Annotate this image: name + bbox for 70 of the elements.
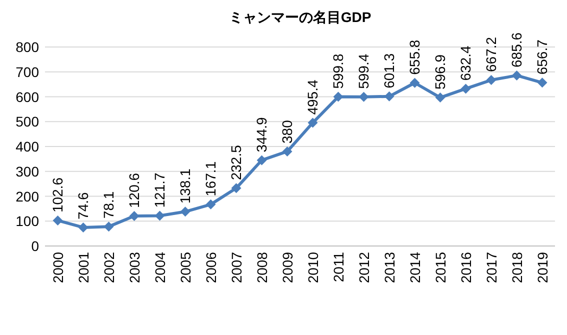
x-tick-label: 2002	[100, 252, 117, 284]
point	[384, 91, 394, 102]
data-label: 380	[279, 120, 296, 144]
x-tick-label: 2014	[406, 252, 423, 284]
x-tick-label: 2012	[356, 252, 372, 284]
y-tick-label: 700	[16, 64, 40, 80]
x-tick-label: 2008	[254, 252, 270, 284]
data-label: 74.6	[75, 192, 92, 220]
x-tick-label: 2006	[202, 252, 219, 284]
x-tick-label: 2000	[50, 252, 66, 284]
data-label: 102.6	[50, 177, 66, 212]
point	[358, 92, 369, 102]
data-label: 601.3	[381, 53, 398, 88]
data-label: 596.9	[432, 54, 448, 90]
point	[52, 215, 63, 226]
x-tick-label: 2019	[534, 252, 550, 284]
data-label: 78.1	[100, 191, 117, 219]
data-label: 495.4	[304, 80, 321, 115]
point	[537, 78, 548, 88]
data-label: 138.1	[177, 168, 194, 204]
point	[180, 206, 190, 217]
data-label: 667.2	[483, 36, 500, 72]
x-tick-label: 2009	[279, 252, 296, 284]
point	[486, 75, 496, 86]
x-tick-label: 2016	[458, 252, 474, 284]
x-tick-label: 2003	[126, 252, 142, 284]
x-tick-label: 2004	[152, 252, 168, 284]
data-label: 632.4	[458, 45, 474, 81]
y-tick-label: 600	[16, 88, 40, 105]
data-label: 167.1	[202, 161, 219, 196]
x-tick-label: 2018	[508, 252, 525, 284]
data-label: 232.5	[228, 144, 244, 180]
point	[333, 92, 344, 102]
y-tick-label: 400	[16, 138, 40, 154]
point	[512, 70, 522, 80]
y-tick-label: 100	[16, 213, 40, 230]
point	[435, 92, 446, 103]
data-label: 599.4	[356, 54, 372, 89]
point	[256, 155, 267, 166]
x-tick-label: 2010	[304, 252, 321, 284]
y-tick-label: 0	[31, 238, 40, 254]
point	[308, 118, 318, 128]
point	[282, 146, 292, 156]
y-tick-label: 800	[16, 39, 40, 55]
chart-title: ミャンマーの名目GDP	[228, 9, 372, 25]
data-label: 656.7	[534, 39, 550, 75]
point	[78, 222, 88, 232]
x-tick-label: 2013	[381, 252, 398, 284]
y-tick-label: 300	[16, 163, 40, 180]
data-label: 120.6	[126, 172, 142, 208]
x-tick-label: 2011	[330, 252, 346, 282]
data-label: 344.9	[254, 116, 270, 152]
x-tick-label: 2015	[432, 252, 448, 284]
x-tick-label: 2017	[483, 252, 500, 284]
data-label: 655.8	[406, 40, 423, 75]
point	[231, 183, 242, 194]
data-label: 121.7	[152, 172, 168, 208]
data-label: 685.6	[508, 32, 525, 68]
y-tick-label: 500	[16, 114, 40, 130]
point	[460, 84, 471, 94]
point	[154, 210, 165, 221]
x-tick-label: 2005	[177, 252, 194, 284]
point	[129, 211, 140, 221]
point	[206, 199, 216, 210]
point	[104, 222, 114, 232]
point	[410, 78, 420, 88]
y-tick-label: 200	[16, 188, 40, 204]
x-tick-label: 2007	[228, 252, 244, 284]
data-label: 599.8	[330, 54, 346, 89]
x-tick-label: 2001	[75, 252, 92, 284]
